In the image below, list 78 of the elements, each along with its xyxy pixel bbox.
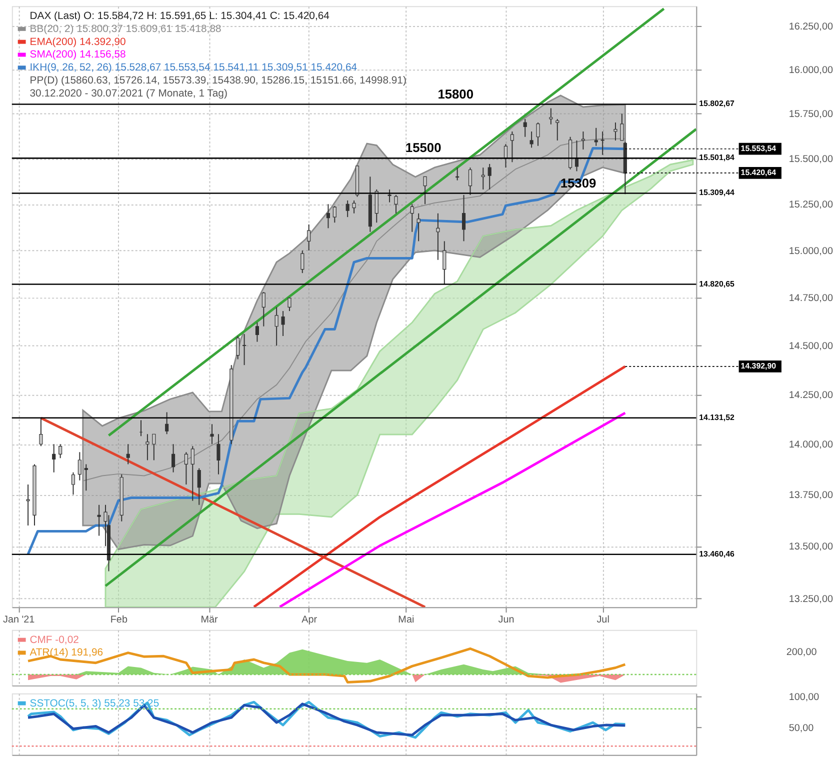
candlestick [423,176,427,205]
annotation: 15800 [438,86,474,102]
x-tick-label: Feb [110,614,128,626]
annotation: 30.12.2020 - 30.07.2021 (7 Monate, 1 Tag) [30,88,228,100]
ref-line-label: 13.460,46 [699,549,735,558]
candlestick [84,464,88,492]
x-tick-label: Mär [200,614,219,626]
y-tick-label: 15.500,00 [788,154,834,165]
candlestick [274,306,278,346]
ref-line-label: 14.131,52 [699,412,735,422]
y-tick-label: 13.500,00 [788,542,834,553]
candlestick [536,122,540,146]
text: 200,00 [786,647,818,658]
y-tick-label: 13.750,00 [788,490,834,502]
legend-label: EMA(200) 14.392,90 [30,36,126,48]
candlestick [388,188,392,203]
x-tick-label: Apr [302,614,318,626]
line-series [252,365,626,608]
y-tick-label: 50,00 [788,723,814,734]
candlestick [126,444,130,465]
candlestick [210,424,214,445]
candlestick [281,310,285,336]
candlestick [416,212,420,242]
candlestick [581,131,585,150]
candlestick [346,200,350,218]
candlestick [184,452,188,485]
x-tick-label: Jul [596,614,610,626]
candlestick [530,131,534,148]
candlestick [165,412,169,435]
annotation: 15.553,54 [740,144,777,153]
ref-line-label: 15.802,67 [699,99,735,108]
y-tick-label: 15.000,00 [788,246,834,257]
ref-line-label: 14.820,65 [699,279,735,288]
candlestick [574,140,579,172]
candlestick [78,452,82,481]
y-tick-label: 14.500,00 [788,341,834,352]
candlestick [462,194,466,242]
y-tick-label: 100,00 [788,692,820,703]
y-tick-label: 14.750,00 [788,293,834,304]
annotation: 15500 [405,140,442,156]
legend-label: SMA(200) 14.156,58 [30,50,126,61]
legend-label: CMF -0,02 [30,634,80,646]
candlestick [594,127,598,146]
x-tick-label: Mai [398,614,414,626]
annotation: 15.420,64 [740,168,777,177]
candlestick [488,163,492,190]
candlestick [481,167,485,190]
legend-label: BB(20, 2) 15.800,37 15.609,61 15.418,88 [30,24,222,35]
y-tick-label: 16.250,00 [788,21,834,32]
candlestick [216,434,220,475]
y-tick-label: 15.250,00 [788,200,834,211]
y-tick-label: 16.000,00 [788,64,834,76]
y-tick-label: 14.250,00 [788,390,834,401]
candlestick [171,444,176,473]
text: DAX (Last) O: 15.584,72 H: 15.591,65 L: 15.304,41 C: 15.420,64 [30,11,330,22]
annotation: PP(D) (15860.63, 15726.14, 15573.39, 15438.90, 15286.15, 15151.66, 14998.91) [30,75,406,86]
candlestick [556,118,560,141]
candlestick [197,468,201,506]
x-tick-label: Jun [498,614,514,626]
line-series [82,138,626,482]
candlestick [326,204,330,229]
candlestick [614,122,618,141]
candlestick [255,322,259,342]
x-tick-label: Jan '21 [3,614,36,626]
line-series [278,412,626,608]
y-tick-label: 14.000,00 [788,440,834,451]
candlestick [468,167,472,196]
y-tick-label: 13.250,00 [788,594,834,606]
candlestick [97,504,101,536]
ref-line-label: 15.501,84 [699,153,735,162]
legend-label: IKH(9, 26, 52, 26) 15.528,67 15.553,54 15.541,11 15.309,51 15.420,64 [30,62,358,74]
ref-line-label: 15.309,44 [699,188,735,198]
y-tick-label: 15.750,00 [788,109,834,120]
candlestick [456,167,460,181]
candlestick [523,118,527,138]
candlestick [52,444,56,473]
annotation: 14.392,90 [740,361,777,370]
legend-label: ATR(14) 191,96 [30,648,104,659]
